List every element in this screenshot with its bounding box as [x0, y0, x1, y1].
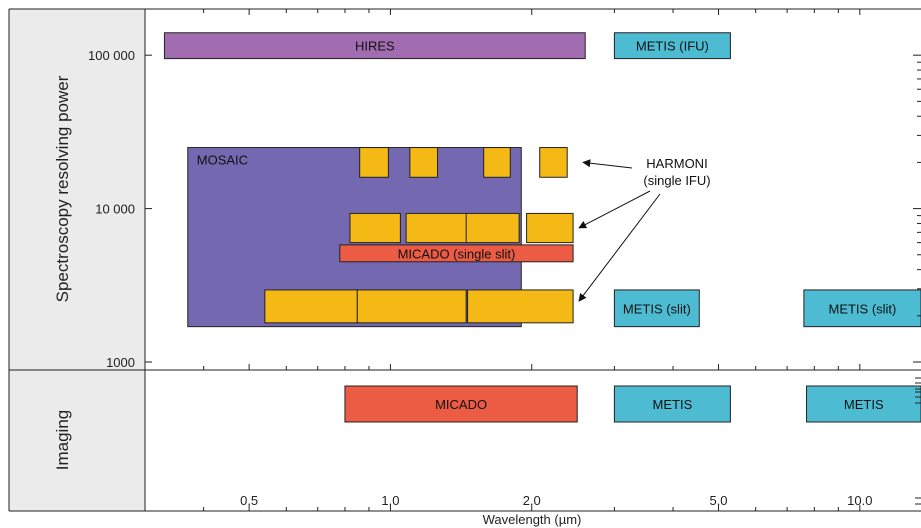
- spec-bar-5: [483, 147, 511, 178]
- spec-bar-7: [349, 212, 401, 244]
- spec-bar-15: [613, 289, 700, 328]
- spec-bar-label-2: METIS (IFU): [636, 39, 709, 54]
- img-bar-2: [806, 385, 921, 423]
- spec-bar-12: [264, 289, 358, 324]
- harmoni-arrow-1: [578, 190, 651, 229]
- harmoni-annotation-line-0: HARMONI: [646, 156, 707, 171]
- annotation-layer: HARMONI (single IFU): [578, 156, 711, 302]
- spec-bar-16: [803, 289, 921, 328]
- spec-bar-3: [359, 147, 389, 178]
- x-tick-label-4: 10.0: [847, 493, 872, 508]
- x-tick-label-1: 1.0: [381, 493, 399, 508]
- img-bar-label-0: MICADO: [435, 397, 487, 412]
- harmoni-arrow-0: [582, 159, 633, 169]
- imaging-label-panel: [9, 370, 145, 511]
- bars-layer: MOSAIC HIRES METIS (IFU) MICADO (single sli…: [163, 32, 921, 423]
- x-tick-label-0: 0.5: [240, 493, 258, 508]
- spec-bar-label-0: MOSAIC: [197, 153, 248, 168]
- harmoni-annotation-line-1: (single IFU): [643, 173, 710, 188]
- spec-bar-label-1: HIRES: [355, 39, 395, 54]
- spectroscopy-label-panel: [9, 9, 145, 370]
- spectroscopy-ylabel: Spectroscopy resolving power: [53, 75, 72, 302]
- imaging-ylabel: Imaging: [53, 410, 72, 470]
- spec-bar-label-15: METIS (slit): [623, 301, 691, 316]
- spec-bar-label-11: MICADO (single slit): [398, 246, 516, 261]
- img-bar-1: [613, 385, 731, 423]
- y-tick-label-1: 10 000: [95, 202, 135, 217]
- x-tick-label-3: 5.0: [709, 493, 727, 508]
- img-bar-0: [344, 385, 578, 423]
- spec-bar-14: [467, 289, 574, 324]
- y-tick-label-2: 1000: [106, 355, 135, 370]
- y-tick-label-0: 100 000: [88, 48, 135, 63]
- spec-bar-9: [465, 212, 520, 244]
- spec-bar-4: [409, 147, 439, 178]
- spec-bar-10: [526, 212, 574, 244]
- spec-bar-6: [539, 147, 568, 178]
- spec-bar-11: [339, 244, 574, 263]
- x-tick-label-2: 2.0: [523, 493, 541, 508]
- spec-bar-label-16: METIS (slit): [828, 301, 896, 316]
- spec-bar-2: [613, 32, 731, 60]
- img-bar-label-1: METIS: [653, 397, 693, 412]
- axes-layer: 0.5 1.0 2.0 5.0 10.0 100 000 10 000 1000: [8, 8, 921, 512]
- spec-bar-1: [163, 32, 586, 60]
- x-axis-label: Wavelength (µm): [483, 512, 582, 527]
- img-bar-label-2: METIS: [844, 397, 884, 412]
- harmoni-arrow-2: [578, 193, 661, 302]
- spec-bar-13: [356, 289, 467, 324]
- spec-bar-8: [405, 212, 469, 244]
